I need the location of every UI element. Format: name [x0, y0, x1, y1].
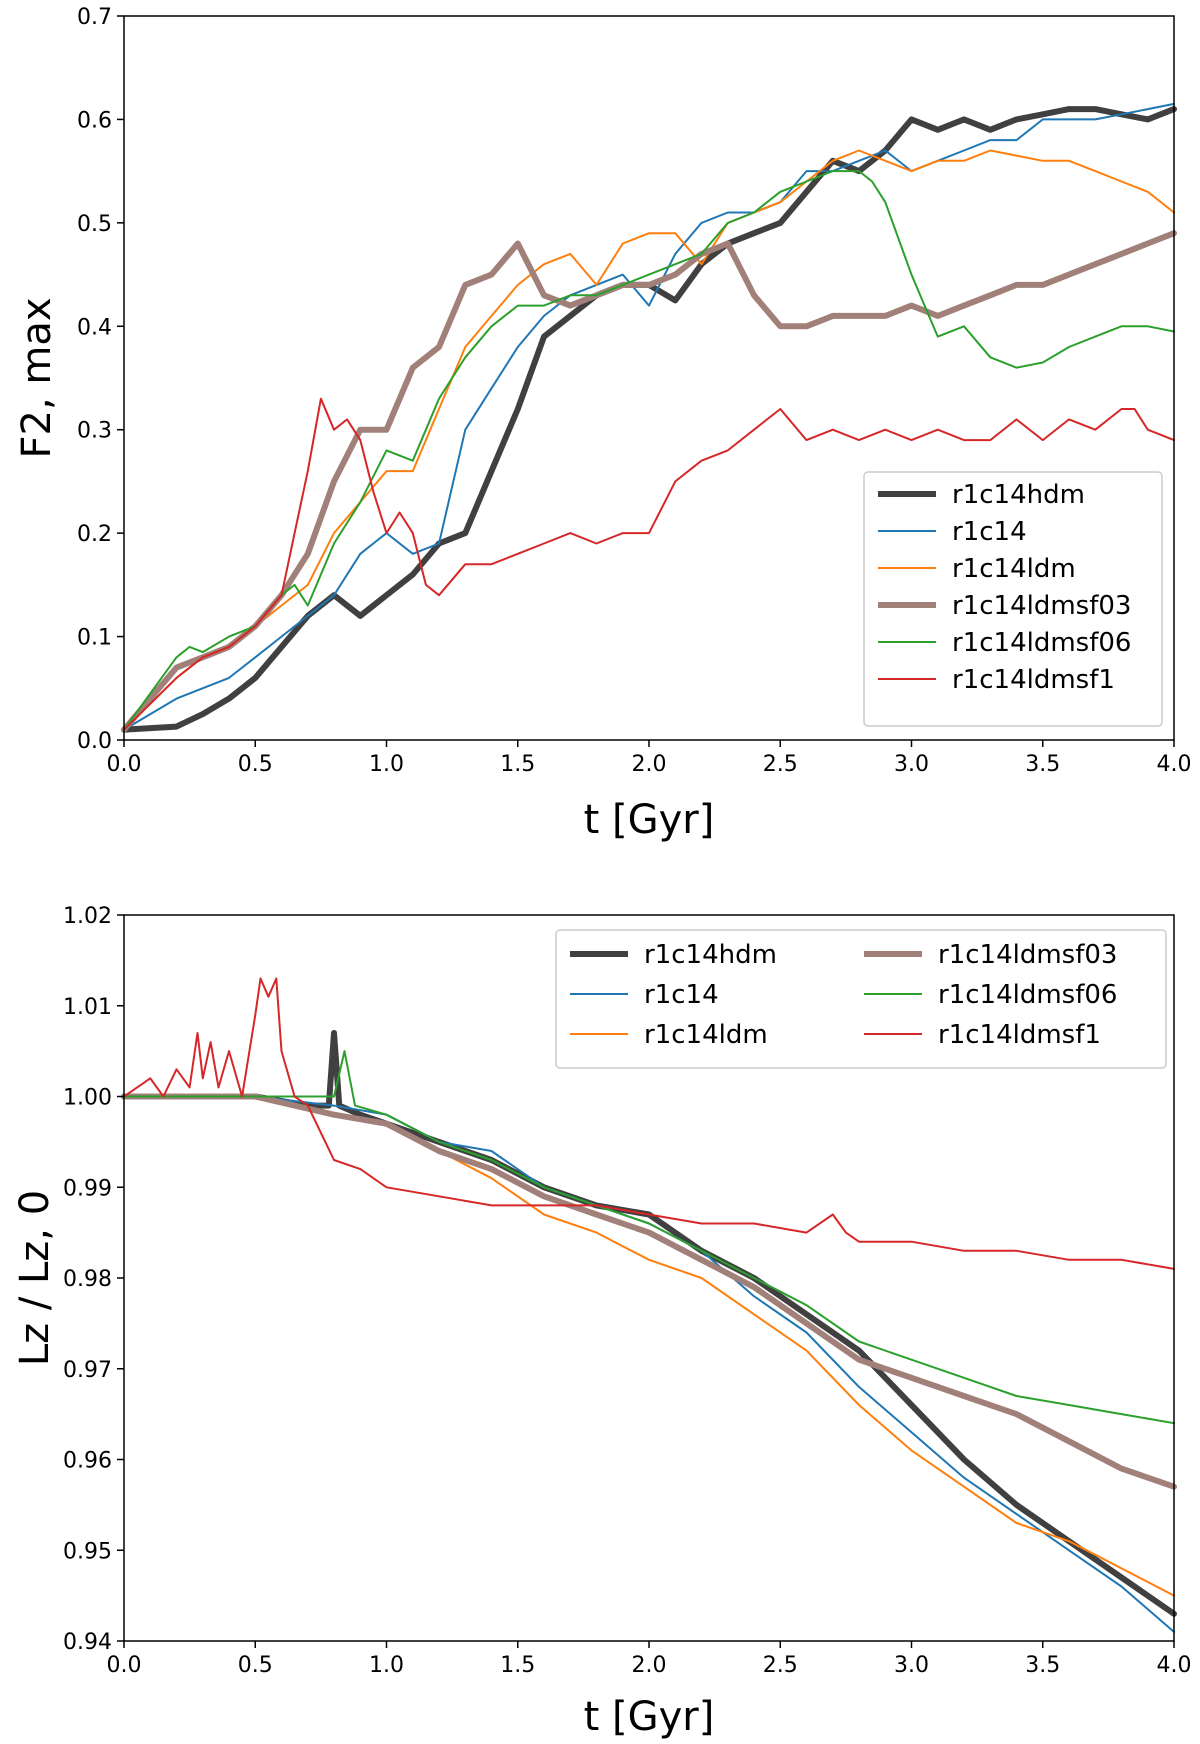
legend-entries: r1c14hdm r1c14 r1c14ldm r1c14ldmsf03 r1c14ld…: [878, 480, 1131, 695]
x-tick-label: 2.5: [763, 1653, 798, 1678]
plot-lines: [121, 102, 1177, 733]
y-axis-label: F2, max: [14, 297, 60, 458]
legend-label-r1c14ldmsf03: r1c14ldmsf03: [952, 591, 1131, 621]
y-tick-label: 1.01: [63, 995, 112, 1020]
y-axis-ticks: 0.94 0.95 0.96 0.97 0.98 0.99 1.00 1.01 1.02: [63, 904, 124, 1655]
y-tick-label: 1.02: [63, 904, 112, 929]
y-tick-label: 0.99: [63, 1176, 112, 1201]
legend-label-r1c14ldm: r1c14ldm: [644, 1020, 768, 1050]
y-tick-label: 0.6: [77, 108, 112, 133]
series-line-r1c14: [123, 102, 1175, 731]
x-tick-label: 1.5: [500, 1653, 535, 1678]
x-tick-label: 1.0: [369, 1653, 404, 1678]
legend-label-r1c14: r1c14: [952, 517, 1027, 547]
legend: r1c14hdm r1c14 r1c14ldm r1c14ldmsf03 r1c14ld…: [555, 929, 1167, 1069]
y-tick-label: 0.2: [77, 522, 112, 547]
y-tick-label: 0.7: [77, 5, 112, 30]
y-axis-label: Lz / Lz, 0: [12, 1190, 58, 1366]
panel-top: 0.0 0.5 1.0 1.5 2.0 2.5 3.0 3.5 4.0 0.0 0.1 0.2 0.3…: [14, 5, 1192, 843]
series-line-r1c14ldmsf06: [123, 1050, 1175, 1425]
series-line-r1c14ldmsf03: [121, 230, 1177, 733]
legend-label-r1c14ldmsf1: r1c14ldmsf1: [952, 665, 1115, 695]
x-axis-ticks: 0.0 0.5 1.0 1.5 2.0 2.5 3.0 3.5 4.0: [107, 1641, 1192, 1678]
legend-entries: r1c14hdm r1c14 r1c14ldm r1c14ldmsf03 r1c14ld…: [570, 940, 1117, 1050]
legend-label-r1c14ldm: r1c14ldm: [952, 554, 1076, 584]
panel-bottom: 0.0 0.5 1.0 1.5 2.0 2.5 3.0 3.5 4.0 0.94 0.95 0.96…: [12, 904, 1192, 1740]
legend-label-r1c14: r1c14: [644, 980, 719, 1010]
y-tick-label: 1.00: [63, 1086, 112, 1111]
x-tick-label: 4.0: [1157, 752, 1192, 777]
y-tick-label: 0.98: [63, 1267, 112, 1292]
y-axis-ticks: 0.0 0.1 0.2 0.3 0.4 0.5 0.6 0.7: [77, 5, 124, 754]
series-line-r1c14ldmsf03: [121, 1093, 1177, 1490]
x-tick-label: 0.5: [238, 1653, 273, 1678]
y-tick-label: 0.1: [77, 626, 112, 651]
y-tick-label: 0.5: [77, 212, 112, 237]
legend-label-r1c14ldmsf1: r1c14ldmsf1: [938, 1020, 1101, 1050]
x-tick-label: 0.5: [238, 752, 273, 777]
legend-label-r1c14ldmsf06: r1c14ldmsf06: [938, 980, 1117, 1010]
legend-label-r1c14ldmsf06: r1c14ldmsf06: [952, 628, 1131, 658]
y-tick-label: 0.96: [63, 1449, 112, 1474]
legend-label-r1c14ldmsf03: r1c14ldmsf03: [938, 940, 1117, 970]
plot-lines: [121, 977, 1177, 1633]
x-tick-label: 0.0: [107, 1653, 142, 1678]
legend-box: [863, 471, 1163, 727]
x-tick-label: 2.5: [763, 752, 798, 777]
x-tick-label: 0.0: [107, 752, 142, 777]
x-tick-label: 2.0: [632, 752, 667, 777]
x-tick-label: 3.0: [894, 752, 929, 777]
x-axis-label: t [Gyr]: [584, 1694, 715, 1740]
x-tick-label: 1.0: [369, 752, 404, 777]
x-tick-label: 3.5: [1025, 1653, 1060, 1678]
x-tick-label: 2.0: [632, 1653, 667, 1678]
legend: r1c14hdm r1c14 r1c14ldm r1c14ldmsf03 r1c14ld…: [863, 471, 1163, 727]
x-tick-label: 4.0: [1157, 1653, 1192, 1678]
y-tick-label: 0.4: [77, 315, 112, 340]
x-tick-label: 3.5: [1025, 752, 1060, 777]
series-line-r1c14ldmsf1: [123, 977, 1175, 1270]
x-axis-label: t [Gyr]: [584, 797, 715, 843]
x-tick-label: 1.5: [500, 752, 535, 777]
legend-box: [555, 929, 1167, 1069]
series-line-r1c14ldmsf1: [123, 397, 1175, 731]
y-tick-label: 0.3: [77, 419, 112, 444]
series-line-r1c14ldmsf06: [123, 170, 1175, 731]
legend-label-r1c14hdm: r1c14hdm: [644, 940, 777, 970]
legend-label-r1c14hdm: r1c14hdm: [952, 480, 1085, 510]
y-tick-label: 0.95: [63, 1539, 112, 1564]
x-axis-ticks: 0.0 0.5 1.0 1.5 2.0 2.5 3.0 3.5 4.0: [107, 740, 1192, 777]
series-line-r1c14ldm: [123, 149, 1175, 731]
y-tick-label: 0.0: [77, 729, 112, 754]
y-tick-label: 0.97: [63, 1358, 112, 1383]
x-tick-label: 3.0: [894, 1653, 929, 1678]
y-tick-label: 0.94: [63, 1630, 112, 1655]
